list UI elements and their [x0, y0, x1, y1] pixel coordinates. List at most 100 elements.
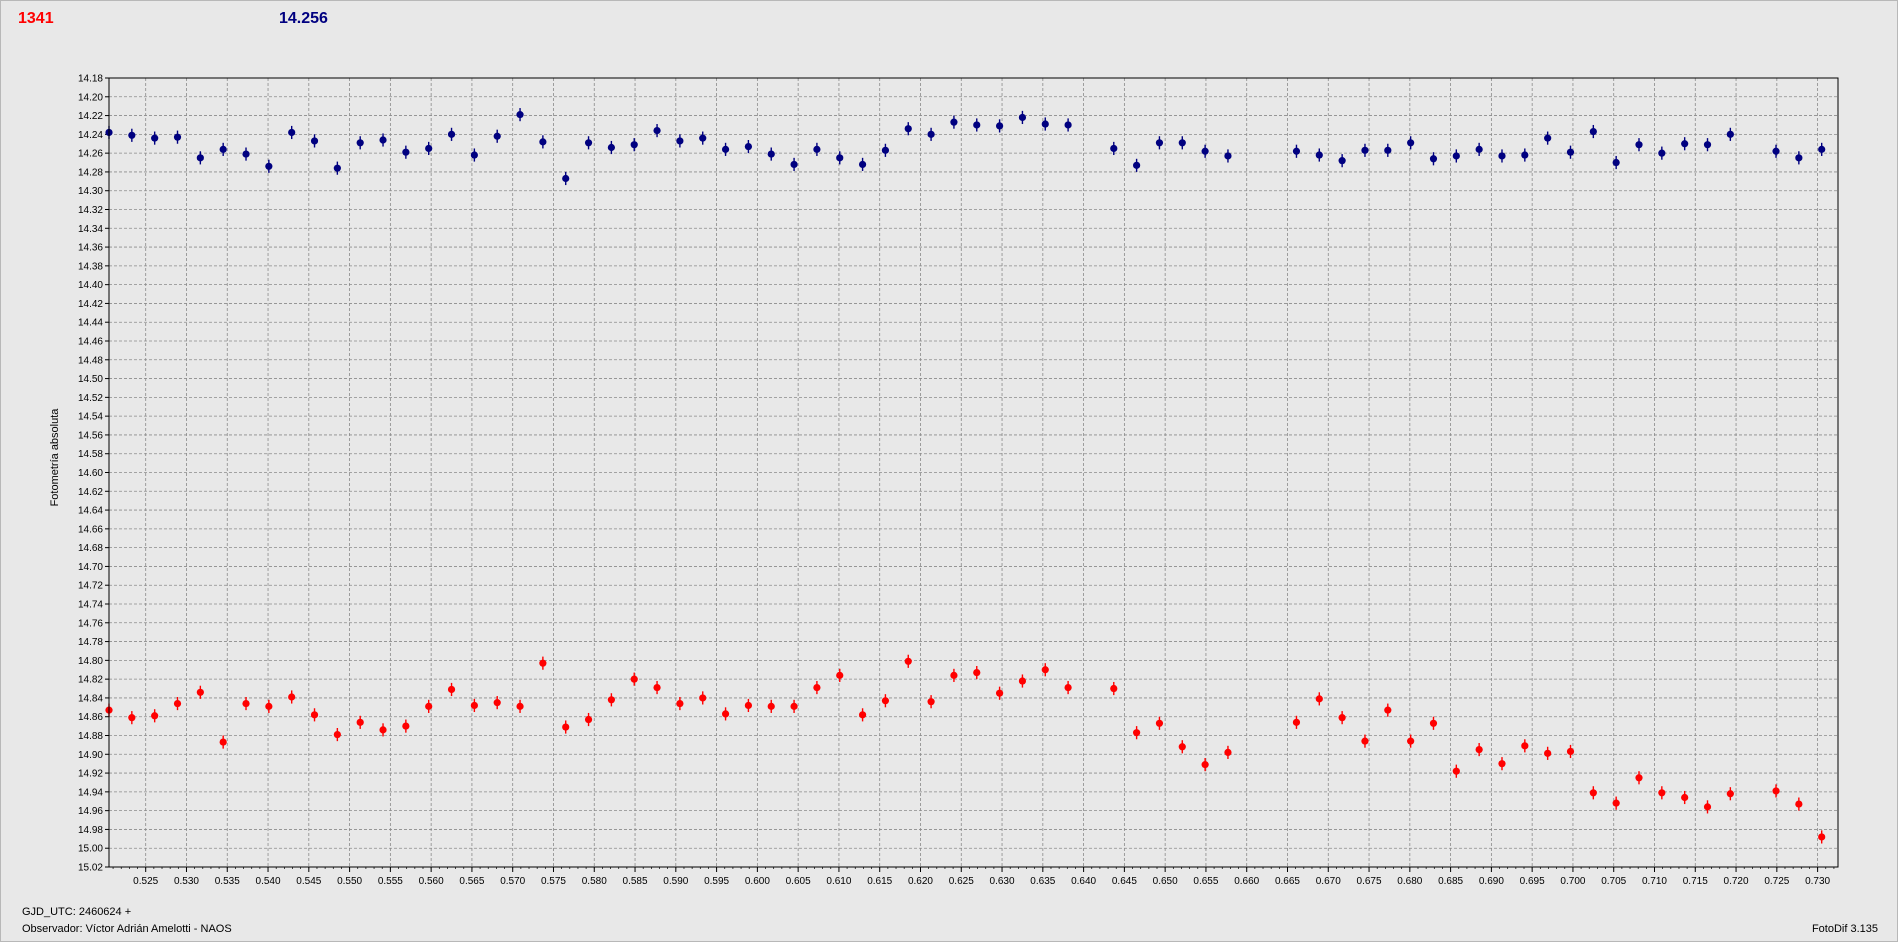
data-point: [1703, 141, 1712, 149]
data-point: [1361, 146, 1369, 154]
data-point: [1407, 737, 1415, 745]
data-point: [1201, 147, 1209, 155]
x-tick-label: 0.650: [1153, 876, 1178, 887]
data-point: [584, 715, 593, 724]
data-point: [790, 160, 798, 169]
data-point: [927, 698, 935, 706]
data-point: [493, 699, 501, 707]
x-tick-label: 0.710: [1642, 876, 1667, 887]
data-point: [1384, 706, 1392, 714]
data-point: [1110, 144, 1118, 153]
data-point: [196, 688, 204, 696]
data-point: [1361, 737, 1369, 745]
data-point: [1521, 742, 1529, 750]
data-point: [1178, 139, 1186, 147]
data-point: [425, 702, 433, 710]
y-tick-label: 14.56: [78, 430, 103, 441]
data-point: [836, 154, 844, 162]
x-tick-label: 0.720: [1724, 876, 1749, 887]
x-tick-label: 0.730: [1805, 876, 1830, 887]
data-point: [1795, 800, 1803, 808]
x-tick-label: 0.560: [419, 876, 444, 887]
data-point: [128, 714, 136, 722]
data-point: [151, 712, 159, 720]
x-tick-label: 0.665: [1275, 876, 1300, 887]
x-tick-label: 0.715: [1683, 876, 1708, 887]
x-tick-label: 0.540: [256, 876, 281, 887]
data-point: [858, 711, 867, 719]
y-tick-label: 14.84: [78, 693, 103, 704]
x-tick-label: 0.680: [1397, 876, 1422, 887]
y-tick-label: 14.36: [78, 243, 103, 254]
y-tick-label: 14.66: [78, 524, 103, 535]
x-tick-label: 0.645: [1112, 876, 1137, 887]
data-point: [1566, 148, 1575, 156]
data-point: [790, 702, 798, 710]
data-point: [1658, 149, 1666, 157]
data-point: [973, 121, 981, 129]
data-point: [562, 174, 570, 183]
series-1: [105, 654, 1826, 844]
x-tick-label: 0.700: [1560, 876, 1585, 887]
x-tick-label: 0.620: [908, 876, 933, 887]
data-point: [151, 134, 159, 142]
y-tick-label: 14.88: [78, 731, 103, 742]
data-point: [1726, 790, 1734, 798]
data-point: [927, 130, 935, 138]
data-point: [402, 722, 410, 730]
y-tick-label: 14.74: [78, 600, 103, 611]
data-point: [1612, 799, 1620, 807]
x-tick-label: 0.575: [541, 876, 566, 887]
y-tick-label: 14.72: [78, 581, 103, 592]
data-point: [699, 134, 707, 142]
data-point: [356, 718, 364, 726]
data-point: [1133, 729, 1141, 737]
data-point: [1475, 745, 1483, 754]
data-point: [379, 136, 387, 144]
y-tick-label: 14.52: [78, 393, 103, 404]
series-group: [105, 108, 1826, 844]
data-point: [173, 133, 182, 141]
data-point: [1726, 130, 1734, 138]
y-tick-label: 15.02: [78, 863, 103, 874]
y-tick-label: 14.24: [78, 130, 103, 141]
data-point: [1064, 121, 1072, 129]
x-tick-label: 0.565: [459, 876, 484, 887]
x-tick-label: 0.690: [1479, 876, 1504, 887]
x-tick-label: 0.525: [133, 876, 158, 887]
y-tick-label: 14.60: [78, 468, 103, 479]
data-point: [1429, 155, 1438, 163]
data-point: [950, 118, 958, 126]
data-point: [1658, 789, 1666, 797]
y-tick-label: 14.48: [78, 355, 103, 366]
data-point: [562, 723, 570, 731]
y-tick-label: 14.94: [78, 787, 103, 798]
data-point: [1018, 113, 1027, 122]
data-point: [607, 696, 615, 704]
data-point: [1795, 154, 1803, 162]
data-point: [836, 671, 844, 679]
x-tick-label: 0.535: [215, 876, 240, 887]
x-tick-label: 0.585: [623, 876, 648, 887]
data-point: [881, 697, 890, 705]
x-tick-label: 0.530: [174, 876, 199, 887]
data-point: [1635, 141, 1643, 149]
observer-label: Observador: Víctor Adrián Amelotti - NAO…: [22, 923, 232, 935]
y-tick-label: 14.42: [78, 299, 103, 310]
data-point: [1041, 120, 1049, 128]
x-tick-label: 0.625: [949, 876, 974, 887]
y-tick-label: 14.46: [78, 337, 103, 348]
data-point: [904, 125, 912, 133]
data-point: [1292, 147, 1301, 155]
y-tick-label: 14.76: [78, 618, 103, 629]
data-point: [584, 139, 593, 147]
y-tick-label: 14.34: [78, 224, 103, 235]
x-tick-label: 0.580: [582, 876, 607, 887]
data-point: [265, 162, 273, 170]
data-point: [447, 130, 456, 138]
y-tick-label: 14.22: [78, 111, 103, 122]
data-point: [1407, 139, 1415, 147]
y-tick-label: 14.70: [78, 562, 103, 573]
data-point: [1566, 747, 1575, 756]
data-point: [219, 738, 227, 746]
